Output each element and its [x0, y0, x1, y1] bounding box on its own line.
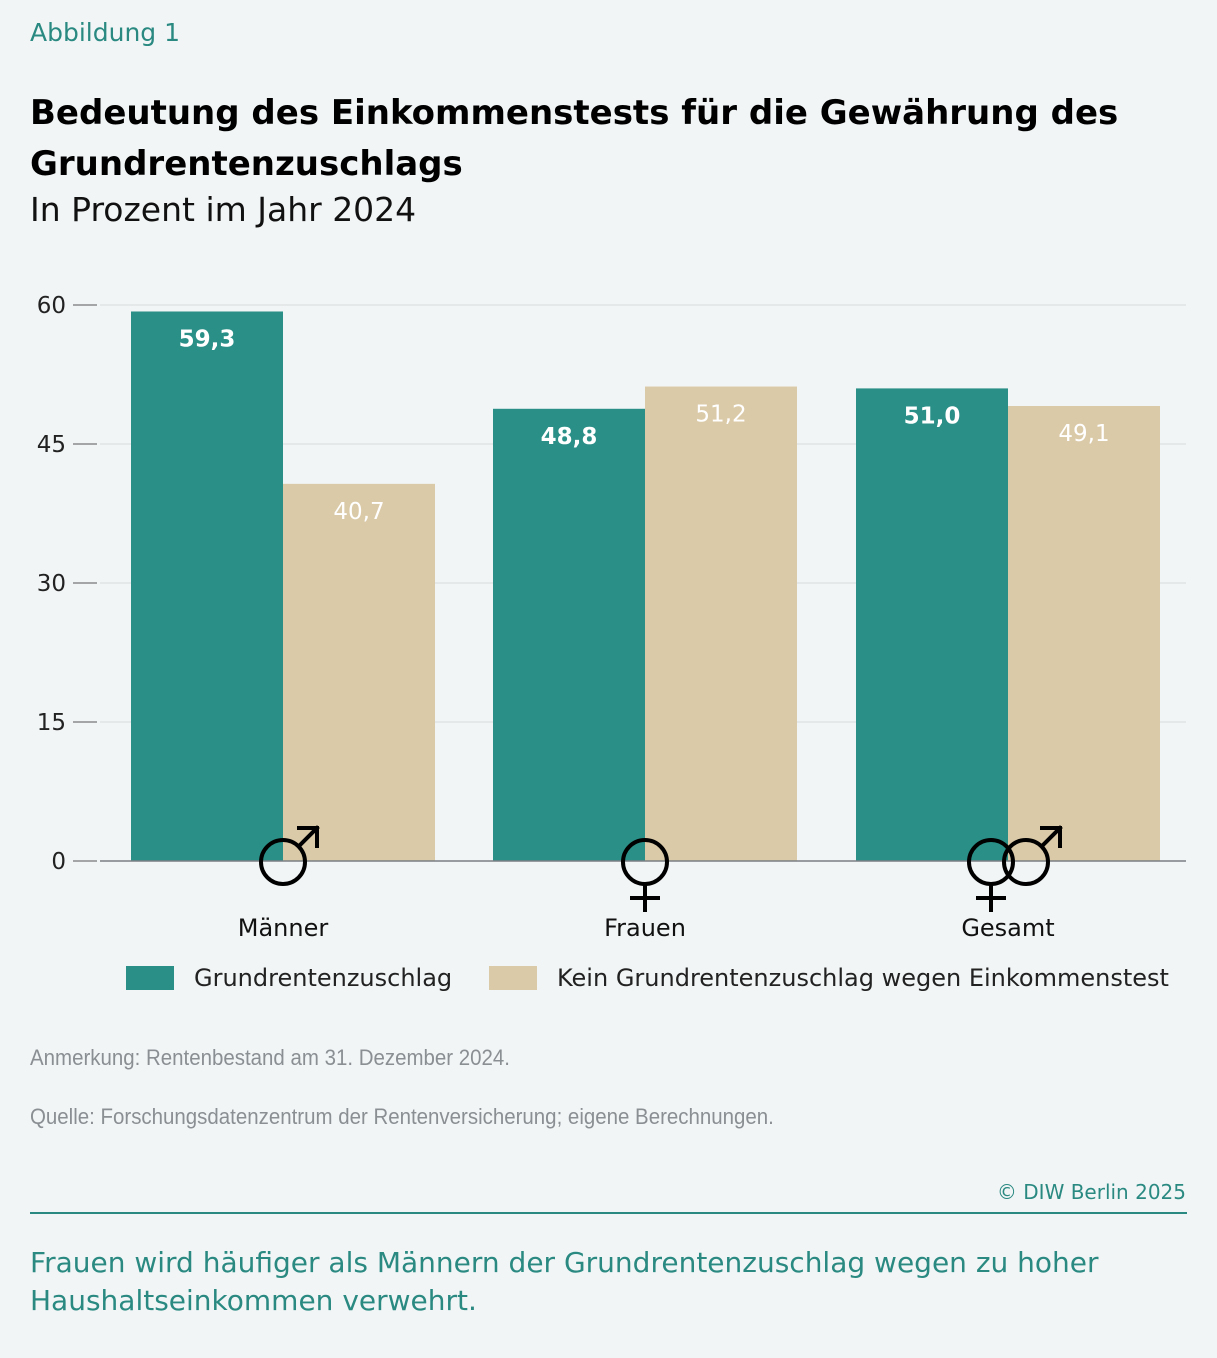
bar-0-1 [493, 408, 645, 861]
legend-item-kein-grundrentenzuschlag: Kein Grundrentenzuschlag wegen Einkommen… [489, 964, 1169, 992]
legend-label-series2: Kein Grundrentenzuschlag wegen Einkommen… [557, 964, 1169, 992]
figure-label: Abbildung 1 [30, 18, 181, 47]
bar-0-2 [856, 388, 1008, 861]
category-label: Frauen [604, 914, 686, 942]
chart-subtitle: In Prozent im Jahr 2024 [30, 190, 417, 229]
copyright: © DIW Berlin 2025 [996, 1180, 1186, 1204]
data-label: 48,8 [541, 424, 598, 450]
legend: Grundrentenzuschlag Kein Grundrentenzusc… [0, 964, 1217, 994]
legend-swatch-series2 [489, 966, 537, 990]
data-label: 59,3 [179, 326, 236, 352]
bar-1-2 [1008, 406, 1160, 861]
male-symbol-icon [259, 825, 320, 886]
data-label: 40,7 [333, 499, 384, 525]
data-label: 49,1 [1058, 421, 1109, 447]
bar-1-1 [645, 386, 797, 861]
y-tick-label: 0 [51, 849, 66, 875]
category-label: Gesamt [961, 914, 1054, 942]
y-tick-label: 45 [37, 432, 66, 458]
divider [30, 1212, 1187, 1214]
legend-swatch-series1 [126, 966, 174, 990]
bar-0-0 [131, 311, 283, 861]
note-quelle: Quelle: Forschungsdatenzentrum der Rente… [30, 1104, 774, 1129]
data-label: 51,2 [695, 402, 746, 428]
category-label: Männer [238, 914, 329, 942]
legend-item-grundrentenzuschlag: Grundrentenzuschlag [126, 964, 452, 992]
y-tick-label: 30 [37, 571, 66, 597]
bar-1-0 [283, 483, 435, 861]
female-symbol-icon [967, 838, 1015, 912]
y-tick-label: 60 [37, 293, 66, 319]
male-symbol-icon [1002, 825, 1063, 886]
legend-label-series1: Grundrentenzuschlag [194, 964, 453, 992]
chart-title: Bedeutung des Einkommenstests für die Ge… [30, 93, 1119, 184]
takeaway-text: Frauen wird häufiger als Männern der Gru… [30, 1246, 1099, 1317]
y-tick-label: 15 [37, 710, 66, 736]
female-symbol-icon [621, 838, 669, 912]
note-anmerkung: Anmerkung: Rentenbestand am 31. Dezember… [30, 1045, 510, 1070]
bar-chart: 0 15 30 45 60 59,3 48,8 51,0 40,7 51,2 49,1 Männer F… [37, 293, 1186, 942]
data-label: 51,0 [904, 403, 961, 429]
